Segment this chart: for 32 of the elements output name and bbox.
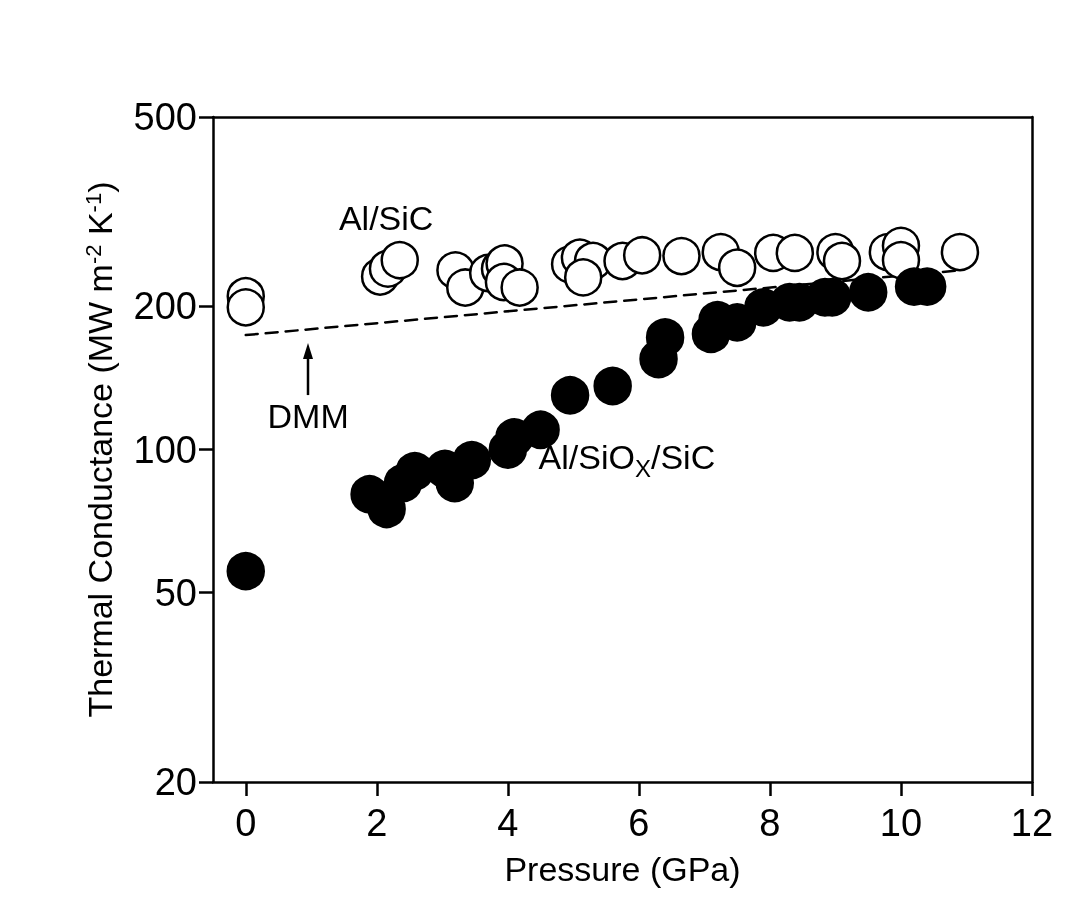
x-axis-title: Pressure (GPa) — [504, 850, 741, 888]
annotation: DMM — [267, 397, 349, 436]
x-tick-label: 8 — [759, 802, 781, 844]
point — [593, 366, 632, 406]
series-label: Al/SiC — [338, 198, 434, 237]
point — [662, 236, 701, 276]
series-label: Al/SiO$_{X}$/SiC — [538, 437, 716, 482]
x-tick-label: 0 — [235, 802, 257, 844]
point — [563, 258, 603, 297]
y-tick-label: 200 — [133, 285, 197, 328]
point — [226, 551, 266, 591]
y-tick-label: 20 — [154, 761, 197, 803]
point — [226, 288, 266, 327]
x-tick-label: 2 — [366, 802, 388, 844]
x-tick-label: 12 — [1010, 802, 1054, 844]
y-tick-label: 100 — [133, 428, 197, 471]
x-tick-label: 6 — [628, 802, 650, 844]
y-tick-label: 500 — [133, 96, 197, 138]
point — [500, 268, 539, 307]
point — [822, 241, 862, 281]
point — [550, 376, 590, 415]
point — [622, 236, 662, 275]
point — [452, 440, 492, 480]
y-tick-label: 50 — [154, 571, 197, 614]
point — [380, 240, 419, 280]
point — [848, 273, 888, 312]
x-tick-label: 10 — [879, 802, 923, 844]
point — [775, 233, 815, 273]
point — [940, 232, 980, 272]
x-tick-label: 4 — [497, 802, 519, 844]
point — [717, 248, 757, 288]
y-axis-title: Thermal Conductance (MW m-2 K-1) — [80, 181, 119, 718]
